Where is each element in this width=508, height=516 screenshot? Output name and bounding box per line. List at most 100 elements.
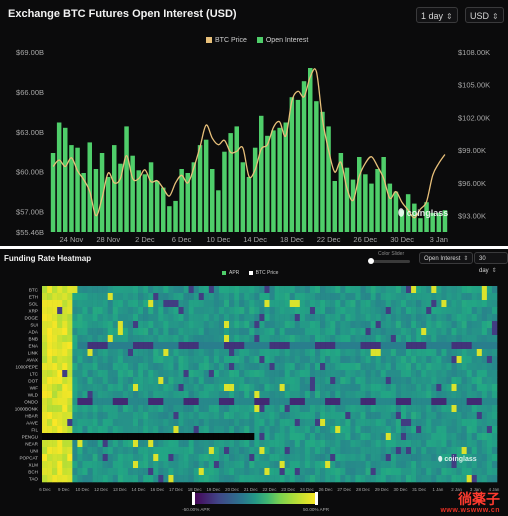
heatmap-cell xyxy=(183,398,189,406)
heatmap-cell xyxy=(234,384,240,392)
heatmap-cell xyxy=(42,468,48,476)
heatmap-cell xyxy=(279,335,285,343)
heatmap-cell xyxy=(476,433,483,441)
heatmap-cell xyxy=(82,405,88,413)
legend-label-btc-price-hm[interactable]: BTC Price xyxy=(255,270,279,276)
heatmap-cell xyxy=(289,356,296,364)
heatmap-cell xyxy=(42,377,48,385)
legend-label-open-interest[interactable]: Open Interest xyxy=(265,37,309,44)
heatmap-cell xyxy=(320,391,326,399)
heatmap-cell xyxy=(269,405,275,413)
heatmap-cell xyxy=(421,335,427,343)
heatmap-cell xyxy=(92,370,98,378)
heatmap-cell xyxy=(188,307,194,315)
heatmap-cell xyxy=(431,300,437,308)
heatmap-cell xyxy=(57,384,63,392)
heatmap-cell xyxy=(259,342,265,350)
heatmap-cell xyxy=(133,307,139,315)
range-select[interactable]: 30 day ⇕ xyxy=(474,252,508,274)
heatmap-cell xyxy=(239,440,245,448)
heatmap-cell xyxy=(416,384,422,392)
heatmap-cell xyxy=(365,440,371,448)
heatmap-cell xyxy=(355,433,361,441)
heatmap-cell xyxy=(320,307,326,315)
color-slider-track[interactable] xyxy=(370,260,410,263)
heatmap-cell xyxy=(370,426,376,434)
x-tick-label: 18 Dec xyxy=(188,487,203,492)
heatmap-cell xyxy=(208,384,215,392)
currency-select[interactable]: USD ⇕ xyxy=(465,7,504,23)
heatmap-cell xyxy=(72,307,78,315)
heatmap-cell xyxy=(173,391,179,399)
legend-label-apr[interactable]: APR xyxy=(229,270,240,276)
row-label: FIL xyxy=(31,427,38,432)
heatmap-cell xyxy=(67,398,73,406)
heatmap-cell xyxy=(158,335,164,343)
heatmap-cell xyxy=(466,342,473,350)
heatmap-cell xyxy=(446,342,452,350)
heatmap-cell xyxy=(340,433,346,441)
heatmap-cell xyxy=(375,433,382,441)
heatmap-cell xyxy=(486,314,493,322)
heatmap-cell xyxy=(249,398,255,406)
heatmap-cell xyxy=(208,468,215,476)
heatmap-cell xyxy=(375,384,382,392)
heatmap-cell xyxy=(269,370,275,378)
legend-swatch-btc-price[interactable] xyxy=(206,37,212,44)
heatmap-cell xyxy=(304,342,311,350)
coinglass-watermark: ⬮ coinglass xyxy=(438,456,477,463)
row-label: BTC xyxy=(29,287,39,292)
heatmap-cell xyxy=(309,447,316,455)
oi-bar xyxy=(289,97,295,232)
heatmap-cell xyxy=(355,412,361,420)
heatmap-cell xyxy=(87,356,93,364)
legend-swatch-apr[interactable] xyxy=(222,270,226,275)
x-tick-label: 30 Dec xyxy=(390,235,414,244)
heatmap-cell xyxy=(411,307,417,315)
interval-select[interactable]: 1 day ⇕ xyxy=(416,7,458,23)
heatmap-cell xyxy=(491,370,498,378)
heatmap-cell xyxy=(264,447,270,455)
heatmap-cell xyxy=(340,419,346,427)
heatmap-cell xyxy=(224,342,230,350)
heatmap-cell xyxy=(390,405,397,413)
heatmap-cell xyxy=(400,314,407,322)
heatmap-cell xyxy=(385,391,392,399)
heatmap-cell xyxy=(117,314,124,322)
legend-label-btc-price[interactable]: BTC Price xyxy=(215,37,247,44)
heatmap-cell xyxy=(203,412,210,420)
color-slider-handle[interactable] xyxy=(368,258,374,264)
heatmap-cell xyxy=(365,475,371,483)
heatmap-cell xyxy=(239,356,245,364)
legend-swatch-open-interest[interactable] xyxy=(256,37,263,44)
heatmap-cell xyxy=(57,314,63,322)
heatmap-cell xyxy=(416,405,422,413)
heatmap-cell xyxy=(52,433,58,441)
heatmap-cell xyxy=(138,356,144,364)
heatmap-cell xyxy=(102,356,109,364)
row-label: 1000BONK xyxy=(15,406,39,411)
heatmap-cell xyxy=(426,300,432,308)
metric-select[interactable]: Open Interest ⇕ xyxy=(419,252,474,264)
heatmap-cell xyxy=(249,363,255,371)
heatmap-cell xyxy=(229,307,235,315)
heatmap-cell xyxy=(284,461,291,469)
heatmap-cell xyxy=(188,300,194,308)
heatmap-cell xyxy=(97,426,103,434)
legend-swatch-btc-price[interactable] xyxy=(248,270,253,275)
heatmap-cell xyxy=(370,307,376,315)
row-label: TAO xyxy=(29,476,39,481)
heatmap-cell xyxy=(345,335,351,343)
oi-bar xyxy=(99,153,105,232)
heatmap-cell xyxy=(148,370,154,378)
heatmap-cell xyxy=(168,300,174,308)
heatmap-cell xyxy=(67,300,73,308)
heatmap-cell xyxy=(163,426,169,434)
heatmap-cell xyxy=(486,454,493,462)
heatmap-cell xyxy=(82,461,88,469)
heatmap-cell xyxy=(173,300,179,308)
heatmap-cell xyxy=(436,461,442,469)
heatmap-cell xyxy=(67,328,73,336)
heatmap-cell xyxy=(309,377,316,385)
heatmap-cell xyxy=(325,356,331,364)
